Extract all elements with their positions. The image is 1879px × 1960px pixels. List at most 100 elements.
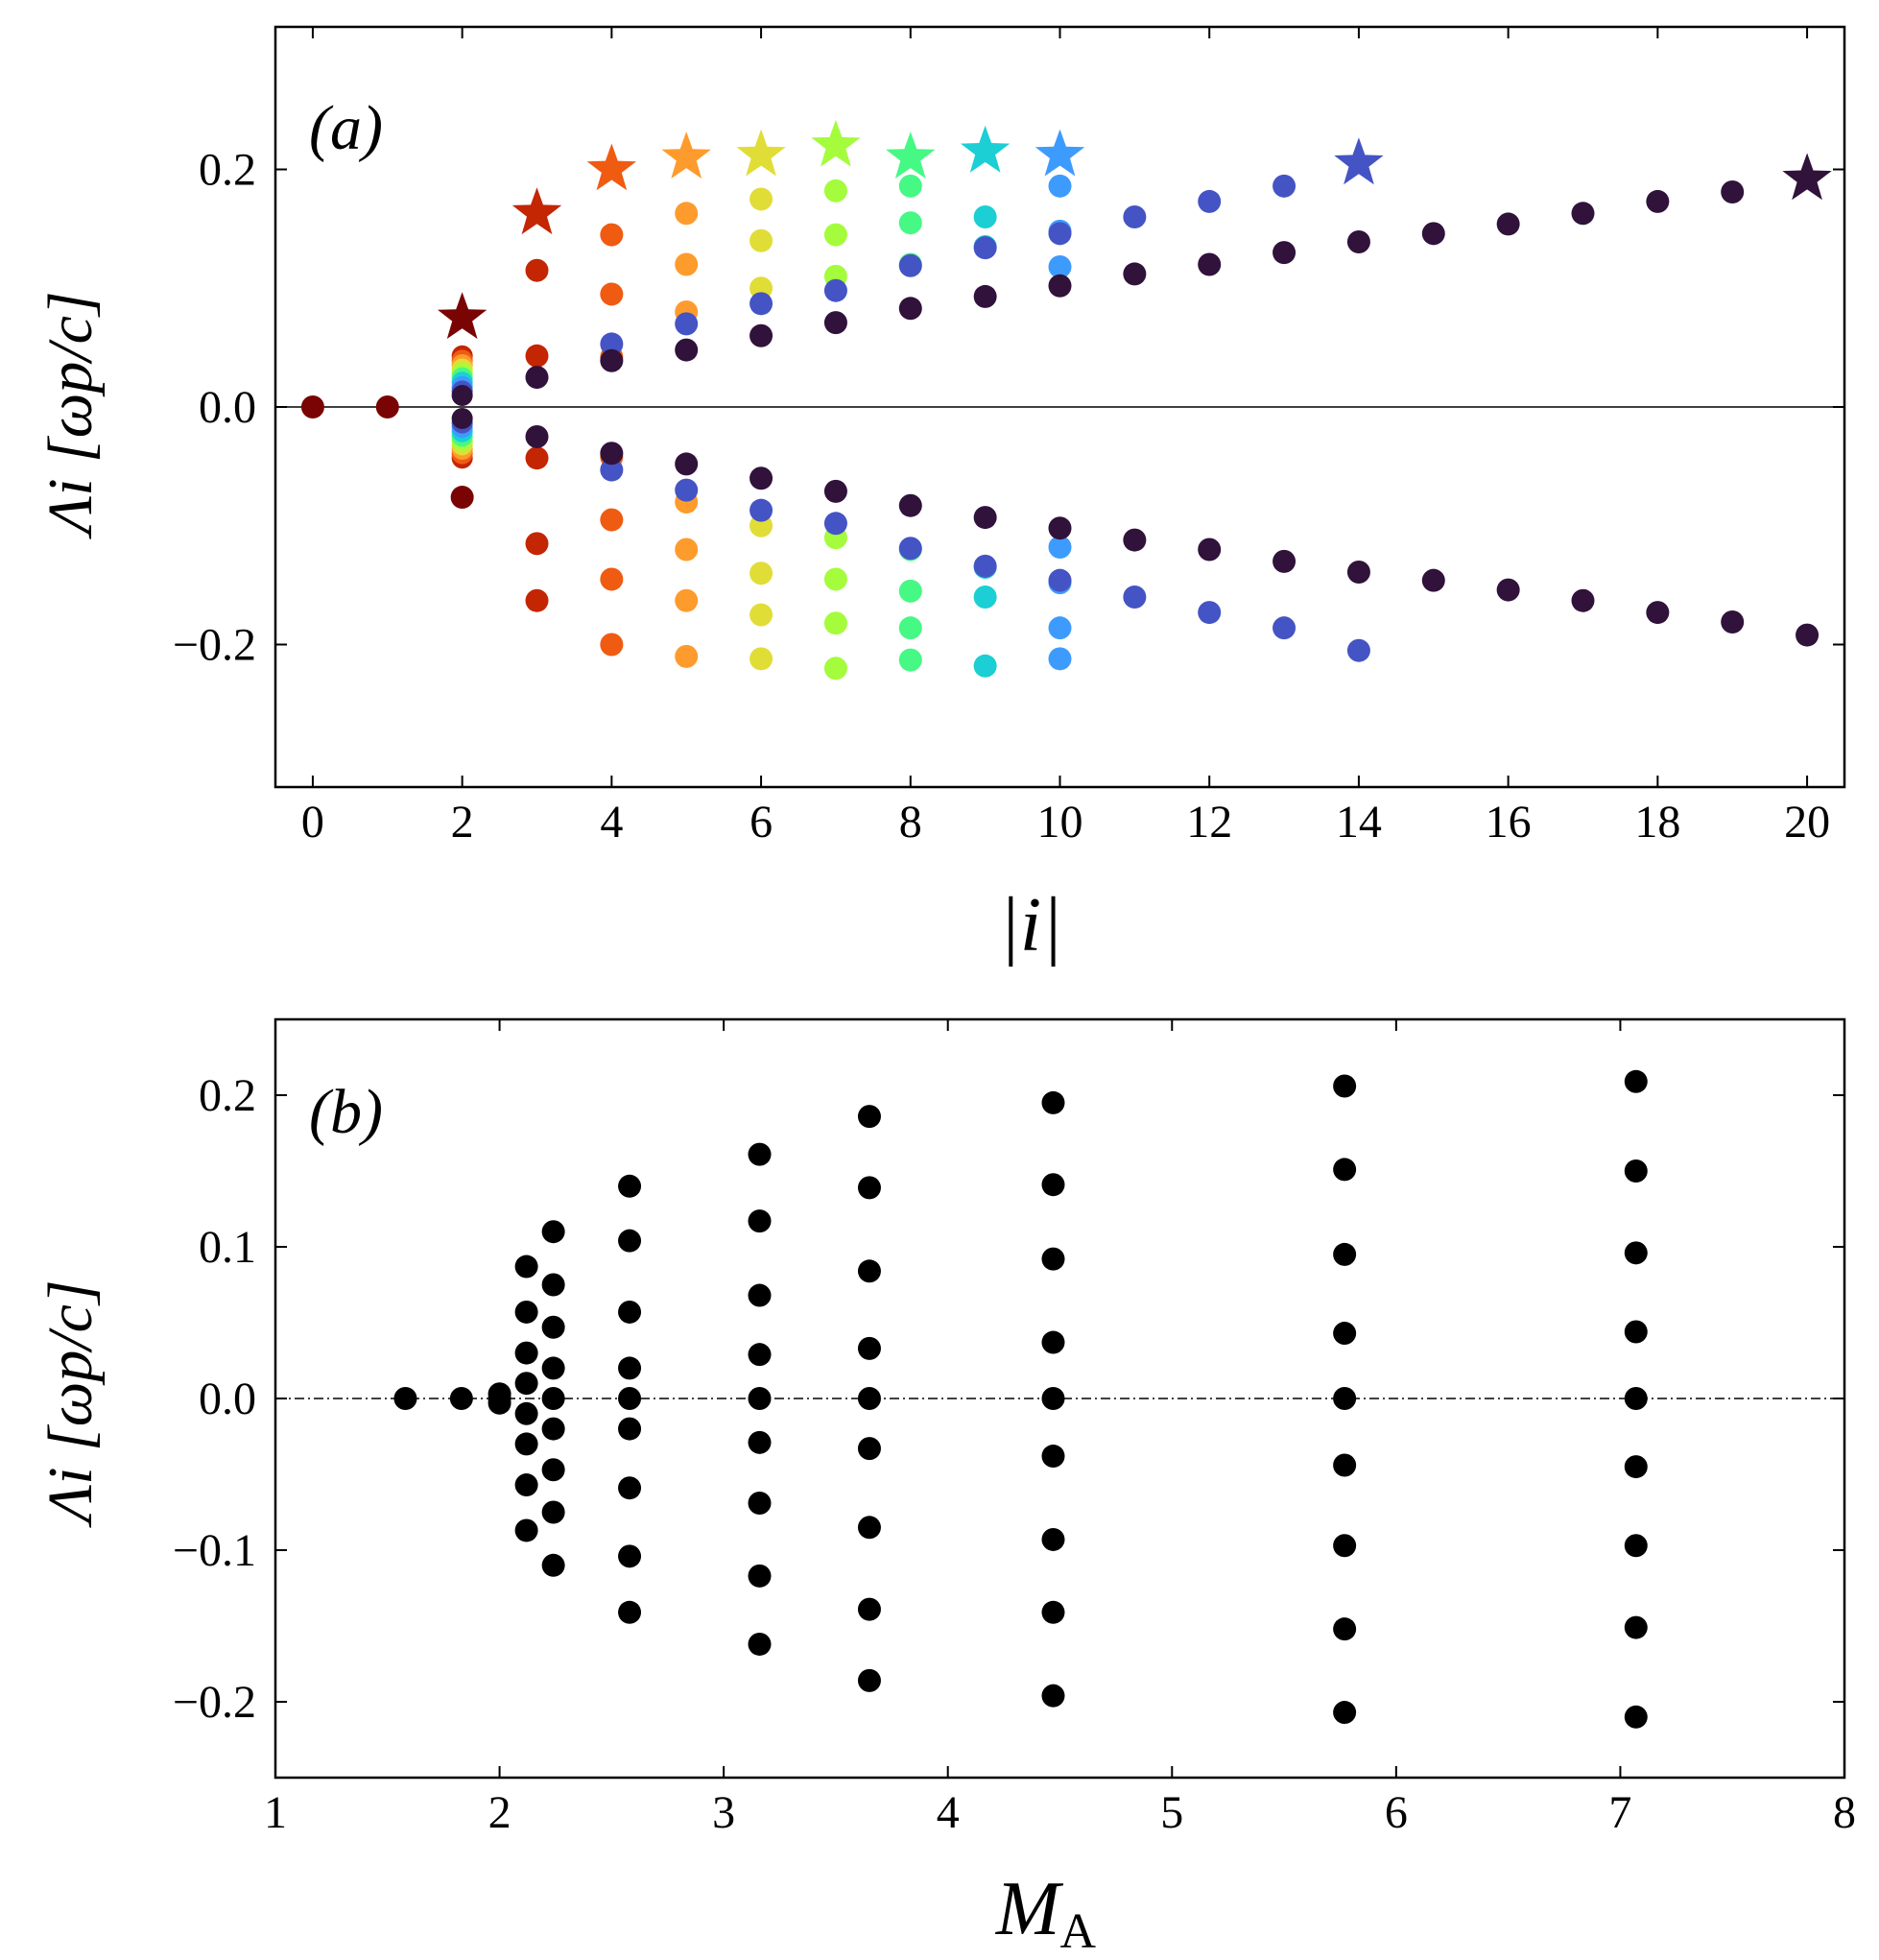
point	[600, 633, 624, 657]
point	[1048, 616, 1072, 640]
point	[898, 211, 922, 235]
point	[748, 1387, 772, 1410]
y-tick-label: 0.2	[199, 145, 256, 196]
star-marker	[586, 143, 636, 191]
point	[973, 586, 997, 609]
point	[1333, 1617, 1357, 1641]
point	[675, 452, 699, 476]
series-1	[375, 395, 399, 418]
x-tick-label: 0	[301, 797, 324, 848]
point	[1048, 568, 1072, 592]
point	[748, 1209, 772, 1233]
point	[749, 603, 773, 627]
y-tick-label: 0.1	[199, 1222, 256, 1273]
column-5.77	[1333, 1074, 1357, 1725]
y-tick-label: 0.2	[199, 1070, 256, 1121]
point	[857, 1516, 881, 1540]
point	[1333, 1387, 1357, 1410]
point	[514, 1401, 538, 1425]
point	[748, 1564, 772, 1588]
point	[1123, 262, 1147, 286]
point	[823, 567, 847, 591]
point	[823, 278, 847, 302]
point	[823, 611, 847, 635]
star-marker	[511, 187, 562, 235]
point	[541, 1553, 565, 1577]
point	[1421, 568, 1445, 592]
column-2.24	[541, 1220, 565, 1577]
point	[1624, 1387, 1648, 1410]
point	[749, 323, 773, 347]
star-marker	[1035, 129, 1085, 177]
point	[675, 202, 699, 226]
series-2-stack	[451, 345, 473, 469]
x-tick-label: 6	[749, 797, 773, 848]
point	[1041, 1247, 1065, 1271]
point	[1624, 1705, 1648, 1729]
point	[973, 284, 997, 308]
point	[525, 258, 549, 282]
point	[823, 512, 847, 536]
y-tick-label: −0.2	[173, 620, 256, 671]
point	[823, 657, 847, 681]
point	[618, 1544, 642, 1568]
point	[600, 223, 624, 247]
point	[600, 348, 624, 372]
point	[1041, 1330, 1065, 1354]
point	[675, 588, 699, 612]
point	[300, 395, 324, 418]
point	[1048, 174, 1072, 198]
point	[1624, 1069, 1648, 1093]
point	[600, 332, 624, 356]
x-tick-label: 1	[264, 1787, 287, 1838]
point	[749, 187, 773, 211]
x-tick-label: 4	[937, 1787, 960, 1838]
point	[749, 498, 773, 522]
point	[1624, 1241, 1648, 1265]
point	[541, 1220, 565, 1244]
series-5	[661, 131, 711, 668]
point	[898, 253, 922, 277]
point	[898, 616, 922, 640]
panel-a-ticks: 0 2 4 6 8 10 12 14 16 18 20 −0.2 0.0 0.2	[173, 27, 1844, 848]
point	[1048, 516, 1072, 540]
x-tick-label: 14	[1336, 797, 1382, 848]
point	[823, 311, 847, 335]
point	[1198, 601, 1222, 625]
point	[675, 478, 699, 502]
panel-b-xlabel-text: MA	[995, 1867, 1097, 1959]
point	[898, 297, 922, 321]
point	[618, 1229, 642, 1253]
x-tick-label: 2	[451, 797, 474, 848]
point	[618, 1417, 642, 1441]
column-1.83	[449, 1387, 473, 1410]
series-20	[525, 153, 1832, 647]
point	[973, 205, 997, 228]
point	[898, 648, 922, 672]
point	[748, 1492, 772, 1516]
column-3.16	[748, 1142, 772, 1656]
point	[525, 446, 549, 470]
point	[618, 1600, 642, 1624]
point	[1041, 1684, 1065, 1708]
star-marker	[1782, 153, 1832, 201]
panel-b-tag: (b)	[309, 1077, 383, 1147]
point	[1048, 647, 1072, 671]
point	[1624, 1615, 1648, 1639]
point	[1571, 202, 1595, 226]
series-0	[300, 395, 324, 418]
point	[1041, 1173, 1065, 1197]
point	[1123, 205, 1147, 228]
series-14	[600, 137, 1384, 662]
point	[1346, 229, 1370, 253]
x-tick-label: 12	[1186, 797, 1232, 848]
star-marker	[886, 131, 936, 179]
point	[898, 579, 922, 603]
point	[898, 493, 922, 517]
point	[973, 654, 997, 678]
panel-b-ylabel: Λi [ωp/c]	[36, 1279, 106, 1528]
y-tick-label: 0.0	[199, 382, 256, 433]
point	[514, 1372, 538, 1396]
point	[1346, 638, 1370, 662]
point	[857, 1105, 881, 1129]
